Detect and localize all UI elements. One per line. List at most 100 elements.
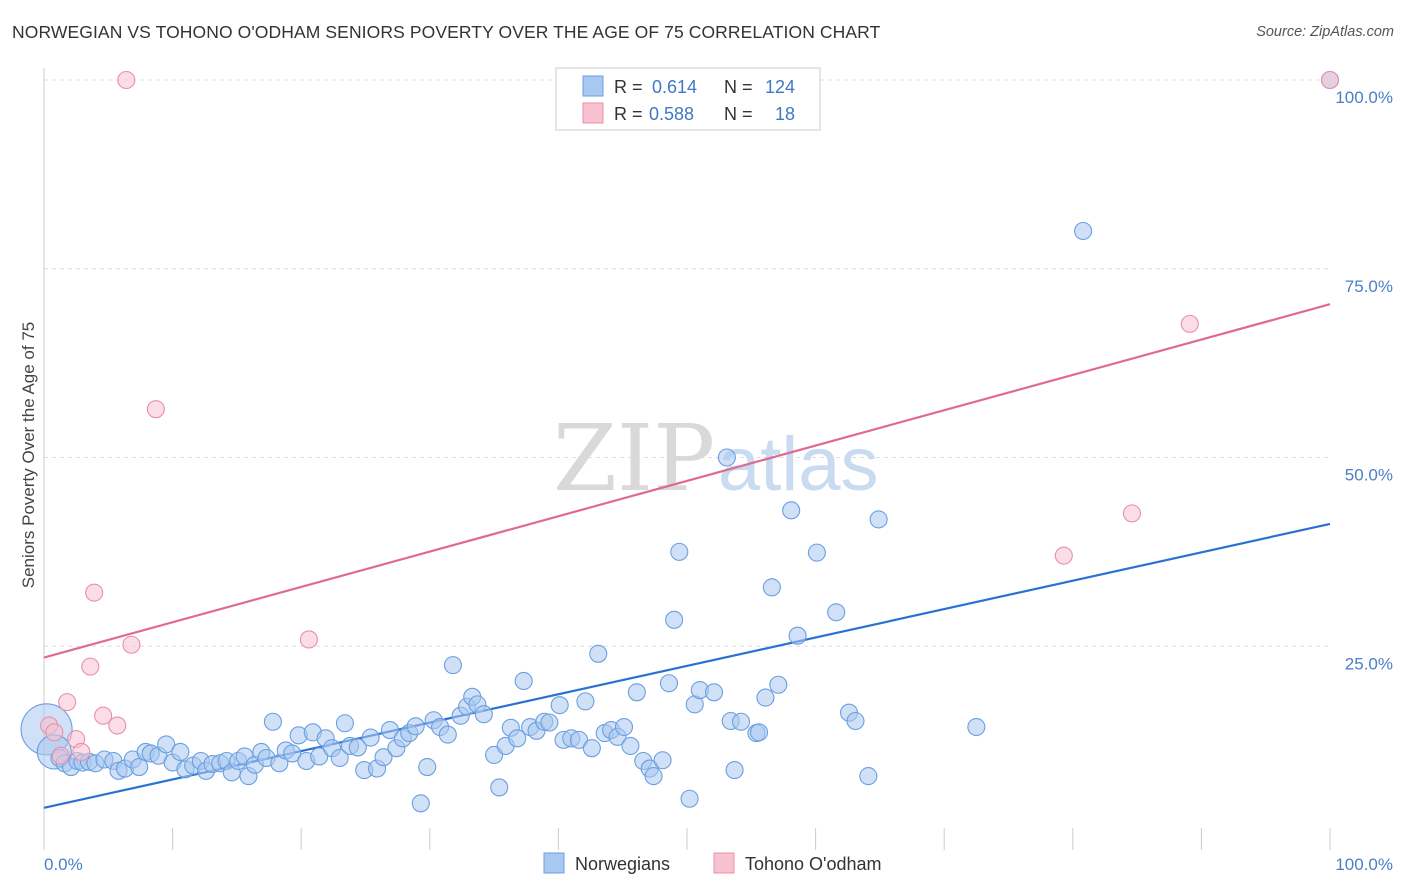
watermark: ZIP atlas: [553, 405, 879, 512]
legend-n-value-0: 124: [765, 77, 795, 97]
point-norwegians-48: [348, 738, 367, 757]
point-norwegians-112: [782, 501, 801, 520]
point-norwegians-18: [157, 735, 176, 754]
point-tohono-15: [1122, 504, 1142, 523]
bottom-legend-label-norwegians: Norwegians: [575, 854, 670, 874]
tick-labels: 25.0% 50.0% 75.0% 100.0% 0.0% 100.0%: [44, 88, 1393, 874]
point-norwegians-82: [569, 730, 589, 749]
point-norwegians-59: [418, 757, 437, 777]
point-norwegians-52: [374, 748, 393, 767]
point-tohono-11: [117, 70, 136, 90]
point-norwegians-119: [869, 510, 888, 529]
legend-swatch-tohono: [582, 102, 604, 124]
point-norwegians-103: [717, 448, 736, 467]
y-tick-label-50: 50.0%: [1345, 466, 1393, 485]
legend-swatch-norwegians: [582, 75, 604, 97]
legend-r-value-0: 0.614: [652, 77, 697, 97]
point-norwegians-53: [380, 721, 399, 740]
point-norwegians-63: [443, 656, 462, 675]
point-norwegians-109: [756, 688, 775, 707]
point-tohono-6: [81, 657, 100, 676]
point-norwegians-106: [731, 712, 751, 731]
point-norwegians-118: [859, 767, 878, 786]
stats-legend: R = 0.614 N = 124 R = 0.588 N = 18: [555, 67, 821, 131]
point-tohono-8: [94, 706, 113, 725]
point-norwegians-20: [171, 742, 190, 762]
y-axis-label: Seniors Poverty Over the Age of 75: [19, 322, 38, 588]
point-norwegians-90: [621, 736, 640, 755]
bottom-legend-swatch-norwegians: [543, 852, 565, 874]
point-norwegians-115: [827, 603, 846, 622]
point-norwegians-42: [310, 747, 329, 766]
y-tick-label-25: 25.0%: [1345, 654, 1393, 673]
point-norwegians-95: [653, 751, 672, 770]
point-tohono-16: [1180, 314, 1199, 333]
point-tohono-10: [122, 635, 141, 654]
point-norwegians-70: [490, 778, 509, 797]
point-norwegians-114: [807, 543, 826, 562]
point-norwegians-108: [749, 723, 769, 742]
point-norwegians-96: [659, 674, 679, 693]
point-norwegians-85: [589, 644, 608, 663]
legend-r-value-1: 0.588: [649, 104, 694, 124]
point-tohono-14: [1054, 546, 1073, 565]
point-norwegians-79: [550, 696, 569, 715]
point-norwegians-78: [540, 713, 559, 732]
point-norwegians-45: [330, 748, 349, 768]
point-tohono-12: [146, 400, 165, 419]
point-norwegians-73: [508, 729, 527, 748]
point-norwegians-46: [335, 714, 354, 733]
point-tohono-5: [72, 742, 91, 762]
point-norwegians-120: [967, 717, 986, 737]
point-norwegians-74: [514, 671, 533, 691]
point-norwegians-62: [438, 725, 457, 744]
point-norwegians-84: [582, 739, 601, 758]
point-norwegians-38: [283, 744, 302, 763]
y-tick-label-75: 75.0%: [1345, 277, 1393, 296]
point-tohono-7: [85, 583, 104, 602]
bottom-legend-swatch-tohono: [713, 852, 735, 874]
point-norwegians-57: [406, 717, 425, 736]
point-norwegians-58: [411, 794, 430, 813]
legend-n-value-1: 18: [775, 104, 795, 124]
legend-r-label-1: R =: [614, 104, 643, 124]
point-norwegians-94: [644, 767, 663, 786]
point-norwegians-113: [788, 626, 807, 645]
point-norwegians-89: [614, 717, 634, 737]
point-norwegians-35: [263, 712, 282, 731]
bottom-legend-label-tohono: Tohono O'odham: [745, 854, 882, 874]
point-norwegians-97: [665, 610, 684, 629]
point-norwegians-98: [670, 542, 689, 561]
watermark-zip: ZIP: [553, 405, 715, 512]
y-tick-label-100: 100.0%: [1335, 88, 1393, 107]
legend-n-label-0: N =: [724, 77, 753, 97]
point-norwegians-83: [576, 692, 595, 711]
point-tohono-1: [45, 723, 64, 742]
point-norwegians-102: [704, 683, 724, 702]
x-tick-label-0: 0.0%: [44, 855, 83, 874]
point-tohono-3: [58, 693, 77, 712]
point-tohono-2: [51, 746, 70, 765]
source-label: Source: ZipAtlas.com: [1256, 24, 1394, 40]
point-norwegians-50: [361, 728, 380, 747]
point-norwegians-105: [725, 761, 744, 780]
point-tohono-17: [1320, 70, 1340, 90]
point-norwegians-91: [627, 683, 646, 702]
x-tick-label-100: 100.0%: [1335, 855, 1393, 874]
point-norwegians-14: [130, 757, 149, 777]
legend-r-label-0: R =: [614, 77, 643, 97]
point-norwegians-117: [846, 711, 865, 731]
grid-layer: [44, 79, 1330, 647]
point-norwegians-99: [680, 789, 699, 808]
point-tohono-13: [299, 630, 318, 649]
series-legend: Norwegians Tohono O'odham: [543, 852, 882, 874]
points-layer: [20, 70, 1340, 813]
point-norwegians-110: [762, 578, 781, 597]
trendline-tohono: [43, 303, 1331, 659]
point-norwegians-121: [1074, 221, 1093, 241]
point-norwegians-68: [474, 705, 493, 724]
point-norwegians-111: [769, 675, 788, 694]
legend-n-label-1: N =: [724, 104, 753, 124]
chart-title: NORWEGIAN VS TOHONO O'ODHAM SENIORS POVE…: [12, 22, 881, 42]
